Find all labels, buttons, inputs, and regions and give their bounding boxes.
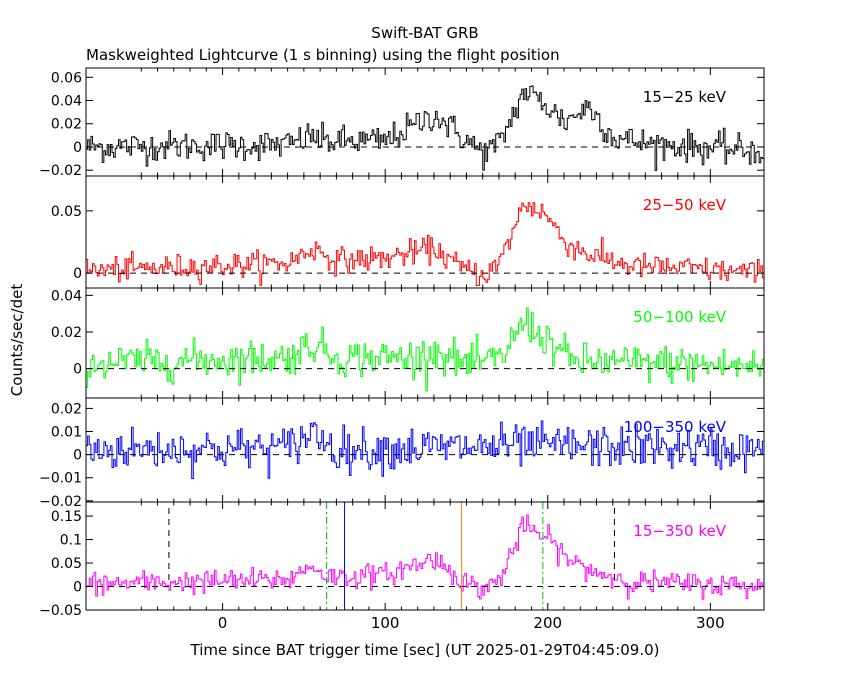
y-tick-label: 0.02 bbox=[51, 401, 82, 417]
y-tick-label: 0 bbox=[73, 140, 82, 156]
y-tick-label: 0.05 bbox=[51, 556, 82, 572]
y-tick-label: 0.02 bbox=[51, 325, 82, 341]
x-tick-label: 300 bbox=[696, 614, 725, 632]
y-tick-label: 0.1 bbox=[60, 533, 82, 549]
panel-15-25-kev: −0.02 0 0.02 0.04 0.06 15−25 keV bbox=[39, 67, 765, 179]
panel-25-50-kev: 0 0.05 25−50 keV bbox=[51, 175, 765, 289]
y-tick-label: 0.05 bbox=[51, 204, 82, 220]
series-line bbox=[86, 514, 765, 600]
y-axis-label: Counts/sec/det bbox=[8, 284, 26, 397]
y-tick-label: 0.02 bbox=[51, 117, 82, 133]
y-tick-label: −0.02 bbox=[39, 494, 82, 510]
y-tick-label: 0.15 bbox=[51, 509, 82, 525]
y-tick-label: 0.01 bbox=[51, 425, 82, 441]
x-tick-label: 0 bbox=[218, 614, 228, 632]
y-tick-label: 0.04 bbox=[51, 94, 82, 110]
band-label: 15−25 keV bbox=[643, 88, 727, 106]
band-label: 15−350 keV bbox=[633, 522, 726, 540]
x-tick-label: 100 bbox=[371, 614, 400, 632]
x-axis-label: Time since BAT trigger time [sec] (UT 20… bbox=[190, 641, 660, 659]
panels-group: −0.02 0 0.02 0.04 0.06 15−25 keV 0 0.05 25−50 ke… bbox=[39, 67, 765, 632]
chart-subtitle: Maskweighted Lightcurve (1 s binning) us… bbox=[86, 46, 560, 64]
band-label: 50−100 keV bbox=[633, 308, 726, 326]
y-tick-label: 0.04 bbox=[51, 288, 82, 304]
series-line bbox=[86, 202, 765, 287]
panel-15-350-kev: 0 100 200 300 −0.05 0 0.05 0.1 0.15 15−350 keV bbox=[39, 501, 765, 632]
y-tick-label: 0 bbox=[73, 266, 82, 282]
y-tick-label: 0 bbox=[73, 362, 82, 378]
y-tick-label: 0 bbox=[73, 448, 82, 464]
series-line bbox=[86, 307, 765, 392]
series-line bbox=[86, 420, 765, 479]
y-tick-label: −0.01 bbox=[39, 471, 82, 487]
chart-title: Swift-BAT GRB bbox=[371, 24, 478, 42]
band-label: 25−50 keV bbox=[643, 196, 727, 214]
x-tick-label: 200 bbox=[533, 614, 562, 632]
series-line bbox=[86, 85, 765, 171]
y-tick-label: −0.02 bbox=[39, 163, 82, 179]
y-tick-label: −0.05 bbox=[39, 603, 82, 619]
band-label: 100−350 keV bbox=[624, 418, 727, 436]
y-tick-label: 0 bbox=[73, 580, 82, 596]
y-tick-label: 0.06 bbox=[51, 70, 82, 86]
panel-frame bbox=[85, 501, 765, 611]
